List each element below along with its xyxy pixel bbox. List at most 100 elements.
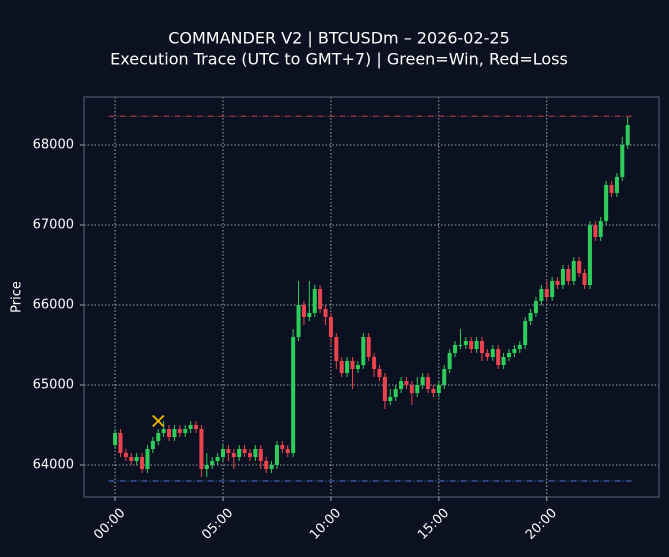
candle-body (253, 449, 258, 457)
candle-body (274, 445, 279, 465)
trade-marker (152, 414, 165, 428)
candle-body (307, 313, 312, 317)
candle-body (485, 353, 490, 357)
candle-body (366, 337, 371, 357)
candle-body (544, 289, 549, 297)
candle-body (269, 465, 274, 469)
candle-body (593, 225, 598, 237)
candle-body (296, 305, 301, 337)
candle-body (118, 433, 123, 453)
candle-body (328, 317, 333, 337)
candle-body (242, 449, 247, 453)
candle-body (539, 289, 544, 301)
candle-body (172, 429, 177, 437)
chart-subtitle: Execution Trace (UTC to GMT+7) | Green=W… (110, 50, 568, 69)
candle-body (463, 341, 468, 345)
candle-body (474, 341, 479, 349)
candle-body (609, 185, 614, 193)
candle-body (442, 369, 447, 385)
candle-body (512, 349, 517, 353)
candle-body (204, 465, 209, 469)
candle-body (291, 337, 296, 453)
candle-body (533, 301, 538, 313)
candle-body (431, 389, 436, 393)
candle-body (598, 221, 603, 237)
candle-body (377, 369, 382, 377)
candle-body (604, 185, 609, 221)
candle-body (145, 449, 150, 469)
candle-body (323, 309, 328, 317)
candle-body (318, 289, 323, 309)
plot-frame (83, 96, 660, 498)
y-tick-label: 64000 (33, 458, 74, 473)
candle-body (415, 385, 420, 393)
candle-body (226, 449, 231, 453)
candle-body (140, 457, 145, 469)
candle-body (517, 345, 522, 349)
candle-body (361, 337, 366, 365)
candle-body (571, 261, 576, 281)
candle-body (420, 377, 425, 385)
candle-body (167, 429, 172, 437)
candle-body (490, 349, 495, 357)
candle-body (404, 381, 409, 385)
candle-body (247, 453, 253, 457)
candle-body (210, 461, 215, 465)
candle-body (560, 269, 565, 285)
y-tick-label: 68000 (33, 138, 74, 153)
candle-body (501, 357, 506, 365)
candle-body (215, 457, 220, 461)
candle-body (237, 449, 242, 457)
candle-body (113, 433, 118, 445)
candle-body (199, 429, 204, 469)
candle-body (566, 269, 571, 281)
candle-body (345, 361, 350, 373)
candle-body (614, 177, 619, 193)
candle-body (285, 449, 290, 453)
candle-body (258, 449, 263, 461)
candle-body (388, 397, 393, 401)
candle-body (129, 457, 134, 461)
candle-body (550, 281, 555, 297)
candle-body (150, 441, 155, 449)
chart-title: COMMANDER V2 | BTCUSDm – 2026-02-25 (168, 29, 510, 48)
candle-body (436, 385, 441, 393)
candle-body (555, 281, 560, 285)
candle-body (372, 357, 377, 369)
candle-body (528, 313, 533, 321)
candle-body (523, 321, 528, 345)
candle-body (188, 425, 193, 429)
candle-body (506, 353, 512, 357)
candle-body (355, 365, 360, 369)
candle-body (280, 445, 285, 449)
candle-body (479, 341, 485, 353)
candle-body (220, 449, 226, 457)
candle-body (177, 429, 182, 433)
candle-body (334, 337, 339, 361)
candle-body (339, 361, 344, 373)
candle-body (264, 461, 269, 469)
candle-body (496, 349, 501, 365)
candle-body (409, 385, 414, 393)
candle-body (134, 457, 139, 461)
candle-body (587, 225, 592, 285)
y-tick-label: 66000 (33, 298, 74, 313)
candle-body (193, 425, 199, 429)
candle-body (469, 341, 474, 349)
candle-body (399, 381, 404, 389)
candle-body (231, 453, 236, 457)
candle-body (426, 377, 431, 389)
candle-body (577, 261, 582, 273)
candle-body (301, 305, 306, 317)
candle-body (393, 389, 398, 397)
candle-body (156, 433, 161, 441)
candle-body (582, 273, 587, 285)
candle-body (161, 429, 166, 433)
candle-body (625, 125, 630, 145)
candle-body (350, 361, 355, 369)
candle-body (447, 353, 452, 369)
y-tick-label: 67000 (33, 218, 74, 233)
candle-body (620, 145, 625, 177)
candle-body (458, 345, 463, 346)
